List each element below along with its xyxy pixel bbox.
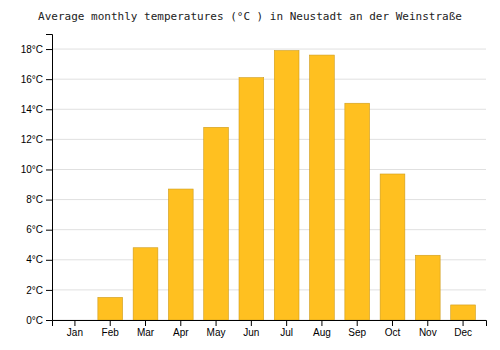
bar	[310, 55, 335, 320]
y-tick-mark	[46, 320, 52, 321]
x-tick-label: Nov	[419, 327, 437, 338]
y-tick: 18°C	[21, 44, 52, 55]
y-tick-label: 18°C	[21, 44, 43, 55]
x-tick-mark	[180, 320, 181, 326]
x-tick-label: May	[207, 327, 226, 338]
grid	[52, 49, 486, 320]
x-tick-label: Mar	[137, 327, 155, 338]
y-tick: 4°C	[26, 254, 52, 265]
bar	[98, 297, 123, 320]
x-tick-label: Dec	[454, 327, 472, 338]
bars	[98, 51, 476, 320]
grid-line	[52, 139, 486, 140]
y-tick-mark	[46, 200, 52, 201]
x-tick-mark	[463, 320, 464, 326]
y-tick-mark	[46, 290, 52, 291]
y-tick: 14°C	[21, 104, 52, 115]
x-tick-mark	[357, 320, 358, 326]
title: Average monthly temperatures (°C ) in Ne…	[38, 10, 462, 23]
y-tick-label: 16°C	[21, 74, 43, 85]
y-axis: 0°C 2°C 4°C 6°C 8°C 10°C 12°C 14°C 16°C 18°C	[21, 35, 53, 326]
y-tick-label: 4°C	[26, 254, 43, 265]
x-tick: Mar	[137, 320, 155, 338]
bar	[63, 320, 88, 321]
y-tick-label: 14°C	[21, 104, 43, 115]
bar	[345, 103, 370, 320]
y-tick-label: 10°C	[21, 164, 43, 175]
grid-line	[52, 169, 486, 170]
x-tick: Dec	[454, 320, 472, 338]
plot: 0°C 2°C 4°C 6°C 8°C 10°C 12°C 14°C 16°C 18°C Jan Fe…	[21, 35, 487, 339]
grid-line	[52, 79, 486, 80]
x-tick-label: Oct	[385, 327, 401, 338]
x-tick-label: Apr	[173, 327, 189, 338]
x-tick: Oct	[385, 320, 401, 338]
y-tick-mark	[46, 79, 52, 80]
y-tick: 8°C	[26, 194, 52, 205]
x-axis: Jan Feb Mar Apr May Jun Jul Aug Sep Oct Nov Dec	[53, 320, 487, 338]
x-tick-label: Jul	[280, 327, 293, 338]
x-tick: Aug	[313, 320, 331, 338]
x-tick-label: Jun	[243, 327, 259, 338]
x-tick-label: Jan	[67, 327, 83, 338]
bar	[274, 51, 299, 320]
y-tick-label: 0°C	[26, 315, 43, 326]
x-tick-label: Sep	[348, 327, 366, 338]
bar	[239, 78, 264, 320]
x-axis-line	[53, 321, 487, 327]
x-tick-mark	[145, 320, 146, 326]
y-tick-label: 8°C	[26, 194, 43, 205]
x-tick-mark	[216, 320, 217, 326]
x-tick: Feb	[102, 320, 120, 338]
y-tick-label: 2°C	[26, 285, 43, 296]
grid-line	[52, 229, 486, 230]
y-tick: 6°C	[26, 224, 52, 235]
y-tick: 12°C	[21, 134, 52, 145]
x-tick-label: Feb	[102, 327, 120, 338]
y-tick-mark	[46, 109, 52, 110]
x-tick-mark	[110, 320, 111, 326]
y-tick: 0°C	[26, 315, 52, 326]
x-tick: Sep	[348, 320, 366, 338]
grid-line	[52, 109, 486, 110]
x-tick-mark	[251, 320, 252, 326]
x-tick: Jul	[280, 320, 293, 338]
y-tick: 2°C	[26, 285, 52, 296]
x-tick-mark	[427, 320, 428, 326]
y-tick-mark	[46, 260, 52, 261]
x-tick: Jan	[67, 320, 83, 338]
x-tick-mark	[392, 320, 393, 326]
y-tick-mark	[46, 230, 52, 231]
y-tick-mark	[46, 49, 52, 50]
x-tick-label: Aug	[313, 327, 331, 338]
x-tick: Apr	[173, 320, 189, 338]
y-tick-label: 12°C	[21, 134, 43, 145]
x-tick: Jun	[243, 320, 259, 338]
grid-line	[52, 49, 486, 50]
bar	[133, 248, 158, 320]
x-tick-mark	[321, 320, 322, 326]
y-tick-mark	[46, 139, 52, 140]
y-tick-label: 6°C	[26, 224, 43, 235]
bar	[380, 174, 405, 320]
grid-line	[52, 199, 486, 200]
x-tick: May	[207, 320, 226, 338]
y-tick: 16°C	[21, 74, 52, 85]
chart: Average monthly temperatures (°C ) in Ne…	[0, 0, 500, 350]
y-tick-mark	[46, 169, 52, 170]
x-tick-mark	[286, 320, 287, 326]
x-tick: Nov	[419, 320, 437, 338]
bar	[204, 127, 229, 320]
x-tick-mark	[74, 320, 75, 326]
bar	[168, 189, 193, 320]
bar	[451, 305, 476, 320]
bar	[415, 255, 440, 320]
y-tick: 10°C	[21, 164, 52, 175]
y-axis-line	[46, 35, 53, 321]
